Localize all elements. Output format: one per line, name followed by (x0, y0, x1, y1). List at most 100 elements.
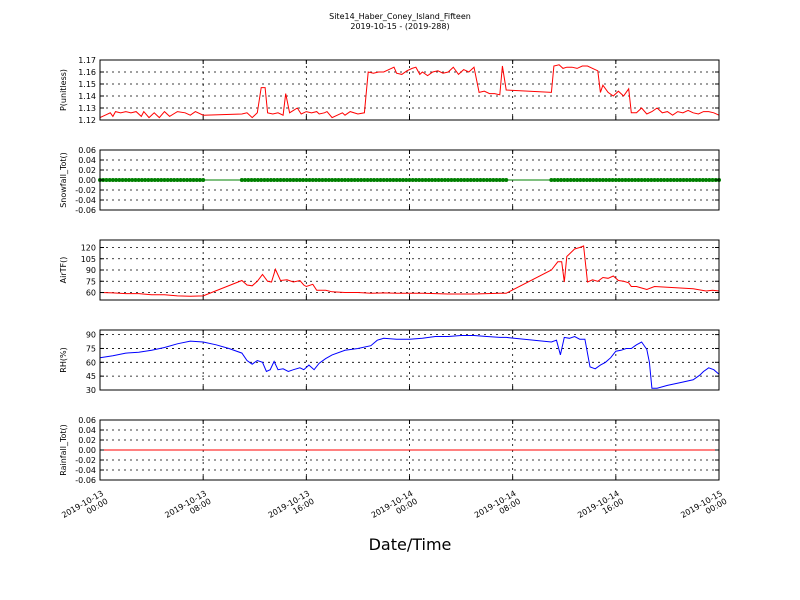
series-marker (165, 178, 170, 182)
series-marker (626, 178, 631, 182)
y-axis-label: Rainfall_Tot() (59, 424, 68, 476)
series-marker (568, 178, 573, 182)
series-marker (639, 178, 644, 182)
series-marker (146, 178, 151, 182)
y-axis-label: Snowfall_Tot() (59, 152, 68, 208)
series-marker (246, 178, 251, 182)
series-marker (581, 178, 586, 182)
y-tick-label: 90 (86, 331, 96, 340)
panels-group: 1.12 1.13 1.14 1.15 1.16 1.17 P(unitless) -0.06… (59, 56, 721, 485)
y-tick-label: -0.04 (75, 466, 96, 475)
y-tick-label: 90 (86, 266, 96, 275)
y-tick-label: 75 (86, 277, 96, 286)
series-marker (449, 178, 454, 182)
series-marker (636, 178, 641, 182)
series-marker (284, 178, 289, 182)
series-marker (291, 178, 296, 182)
series-marker (123, 178, 128, 182)
y-tick-label: -0.02 (75, 186, 96, 195)
series-marker (201, 178, 206, 182)
series-marker (675, 178, 680, 182)
series-marker (262, 178, 267, 182)
y-tick-label: 1.17 (78, 56, 96, 65)
y-tick-label: 1.15 (78, 80, 96, 89)
series-marker (442, 178, 447, 182)
series-marker (629, 178, 634, 182)
series-marker (462, 178, 467, 182)
panel-4: -0.06-0.04-0.020.000.020.040.06 Rainfall_… (59, 416, 720, 485)
series-marker (575, 178, 580, 182)
series-marker (127, 178, 132, 182)
y-tick-label: 1.14 (78, 92, 96, 101)
series-marker (436, 178, 441, 182)
series-marker (494, 178, 499, 182)
series-marker (178, 178, 183, 182)
series-marker (117, 178, 122, 182)
series-marker (143, 178, 148, 182)
series-marker (307, 178, 312, 182)
y-axis-label: AirTF() (59, 257, 68, 284)
panel-3: 30 45 60 75 90 RH(%) (59, 329, 720, 395)
series-marker (181, 178, 186, 182)
series-marker (455, 178, 460, 182)
series-marker (665, 178, 670, 182)
series-marker (459, 178, 464, 182)
series-line (99, 64, 720, 119)
series-marker (114, 178, 119, 182)
series-marker (188, 178, 193, 182)
y-tick-label: -0.02 (75, 456, 96, 465)
series-line (99, 335, 720, 389)
x-axis-label: Date/Time (369, 535, 452, 554)
series-marker (194, 178, 199, 182)
series-marker (172, 178, 177, 182)
series-marker (197, 178, 202, 182)
chart-title: Site14_Haber_Coney_Island_Fifteen (329, 12, 471, 21)
series-marker (678, 178, 683, 182)
series-marker (397, 178, 402, 182)
series-marker (107, 178, 112, 182)
series-marker (394, 178, 399, 182)
series-marker (149, 178, 154, 182)
series-marker (368, 178, 373, 182)
series-marker (384, 178, 389, 182)
series-marker (694, 178, 699, 182)
series-marker (343, 178, 348, 182)
y-tick-label: 105 (81, 255, 96, 264)
series-marker (320, 178, 325, 182)
series-marker (243, 178, 248, 182)
series-marker (423, 178, 428, 182)
series-marker (604, 178, 609, 182)
series-marker (500, 178, 505, 182)
series-marker (255, 178, 260, 182)
series-marker (362, 178, 367, 182)
y-tick-label: 60 (86, 289, 96, 298)
series-marker (475, 178, 480, 182)
series-marker (565, 178, 570, 182)
series-marker (420, 178, 425, 182)
series-marker (655, 178, 660, 182)
series-marker (481, 178, 486, 182)
series-marker (588, 178, 593, 182)
series-marker (333, 178, 338, 182)
series-marker (497, 178, 502, 182)
series-marker (410, 178, 415, 182)
series-marker (162, 178, 167, 182)
y-tick-label: 1.16 (78, 68, 96, 77)
y-tick-label: 45 (86, 372, 96, 381)
series-marker (175, 178, 180, 182)
series-marker (375, 178, 380, 182)
series-line (99, 245, 720, 297)
series-marker (294, 178, 299, 182)
series-marker (571, 178, 576, 182)
series-marker (591, 178, 596, 182)
series-marker (323, 178, 328, 182)
series-marker (301, 178, 306, 182)
series-marker (562, 178, 567, 182)
series-marker (304, 178, 309, 182)
series-marker (297, 178, 302, 182)
series-marker (252, 178, 257, 182)
series-marker (578, 178, 583, 182)
series-marker (326, 178, 331, 182)
